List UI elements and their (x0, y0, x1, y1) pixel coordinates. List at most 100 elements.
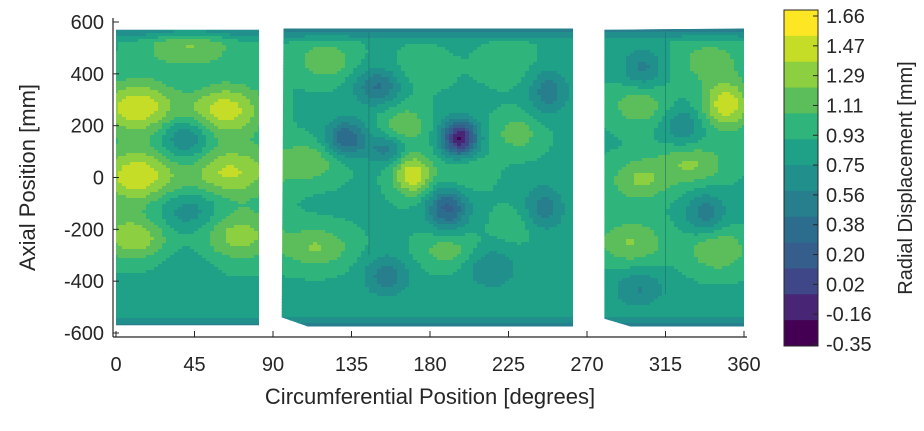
contour-cell (182, 279, 187, 283)
contour-cell (373, 71, 378, 75)
contour-cell (521, 74, 526, 78)
contour-cell (174, 165, 179, 169)
contour-cell (146, 300, 151, 304)
contour-cell (313, 41, 318, 45)
contour-cell (329, 32, 334, 36)
contour-cell (258, 57, 259, 61)
contour-cell (226, 264, 231, 268)
contour-cell (222, 174, 227, 178)
contour-cell (116, 99, 119, 103)
contour-cell (238, 315, 243, 319)
contour-cell (242, 120, 247, 124)
contour-cell (170, 129, 175, 133)
contour-cell (158, 84, 163, 88)
contour-cell (529, 56, 534, 60)
contour-cell (218, 219, 223, 223)
contour-cell (537, 59, 542, 63)
contour-cell (549, 68, 554, 72)
contour-cell (293, 53, 298, 57)
contour-cell (234, 300, 239, 304)
contour-cell (230, 51, 235, 55)
contour-cell (138, 231, 143, 235)
contour-cell (182, 192, 187, 196)
contour-cell (234, 216, 239, 220)
contour-cell (162, 294, 167, 298)
contour-cell (122, 273, 127, 277)
contour-cell (489, 38, 494, 42)
contour-cell (321, 47, 326, 51)
contour-cell (210, 114, 215, 118)
contour-cell (190, 273, 195, 277)
contour-cell (210, 297, 215, 301)
contour-cell (226, 219, 231, 223)
contour-cell (477, 32, 482, 36)
contour-cell (118, 96, 123, 100)
contour-cell (425, 56, 430, 60)
contour-cell (122, 300, 127, 304)
contour-cell (162, 264, 167, 268)
contour-cell (206, 39, 211, 43)
contour-cell (186, 126, 191, 130)
contour-cell (178, 237, 183, 241)
contour-cell (194, 297, 199, 301)
contour-cell (118, 297, 123, 301)
contour-cell (118, 318, 123, 322)
contour-cell (222, 228, 227, 232)
contour-cell (134, 273, 139, 277)
contour-cell (325, 38, 330, 42)
contour-cell (142, 60, 147, 64)
contour-cell (226, 237, 231, 241)
contour-cell (525, 44, 530, 48)
contour-cell (250, 285, 255, 289)
contour-cell (118, 207, 123, 211)
contour-cell (230, 210, 235, 214)
contour-cell (170, 114, 175, 118)
contour-cell (162, 69, 167, 73)
contour-cell (289, 65, 294, 69)
contour-cell (549, 29, 554, 33)
contour-cell (186, 87, 191, 91)
contour-cell (433, 62, 438, 66)
contour-cell (150, 237, 155, 241)
contour-cell (116, 267, 119, 271)
contour-cell (150, 291, 155, 295)
contour-cell (186, 114, 191, 118)
contour-cell (250, 90, 255, 94)
contour-cell (202, 210, 207, 214)
contour-cell (246, 267, 251, 271)
contour-cell (317, 71, 322, 75)
contour-cell (513, 71, 518, 75)
contour-cell (138, 159, 143, 163)
contour-cell (214, 258, 219, 262)
contour-cell (226, 273, 231, 277)
contour-cell (130, 198, 135, 202)
contour-cell (162, 306, 167, 310)
contour-cell (250, 261, 255, 265)
contour-cell (194, 189, 199, 193)
contour-cell (198, 225, 203, 229)
contour-cell (242, 219, 247, 223)
contour-cell (238, 294, 243, 298)
contour-cell (198, 48, 203, 52)
contour-cell (174, 132, 179, 136)
contour-cell (401, 65, 406, 69)
contour-cell (118, 117, 123, 121)
contour-cell (222, 261, 227, 265)
contour-cell (210, 108, 215, 112)
contour-cell (198, 291, 203, 295)
contour-cell (238, 201, 243, 205)
contour-cell (122, 243, 127, 247)
contour-cell (206, 195, 211, 199)
contour-cell (437, 56, 442, 60)
contour-cell (254, 324, 259, 326)
contour-cell (206, 219, 211, 223)
contour-cell (242, 66, 247, 70)
contour-cell (242, 162, 247, 166)
contour-cell (258, 324, 259, 326)
contour-cell (158, 171, 163, 175)
contour-cell (154, 306, 159, 310)
contour-cell (445, 29, 450, 33)
contour-cell (158, 51, 163, 55)
contour-cell (206, 207, 211, 211)
contour-cell (130, 324, 135, 326)
